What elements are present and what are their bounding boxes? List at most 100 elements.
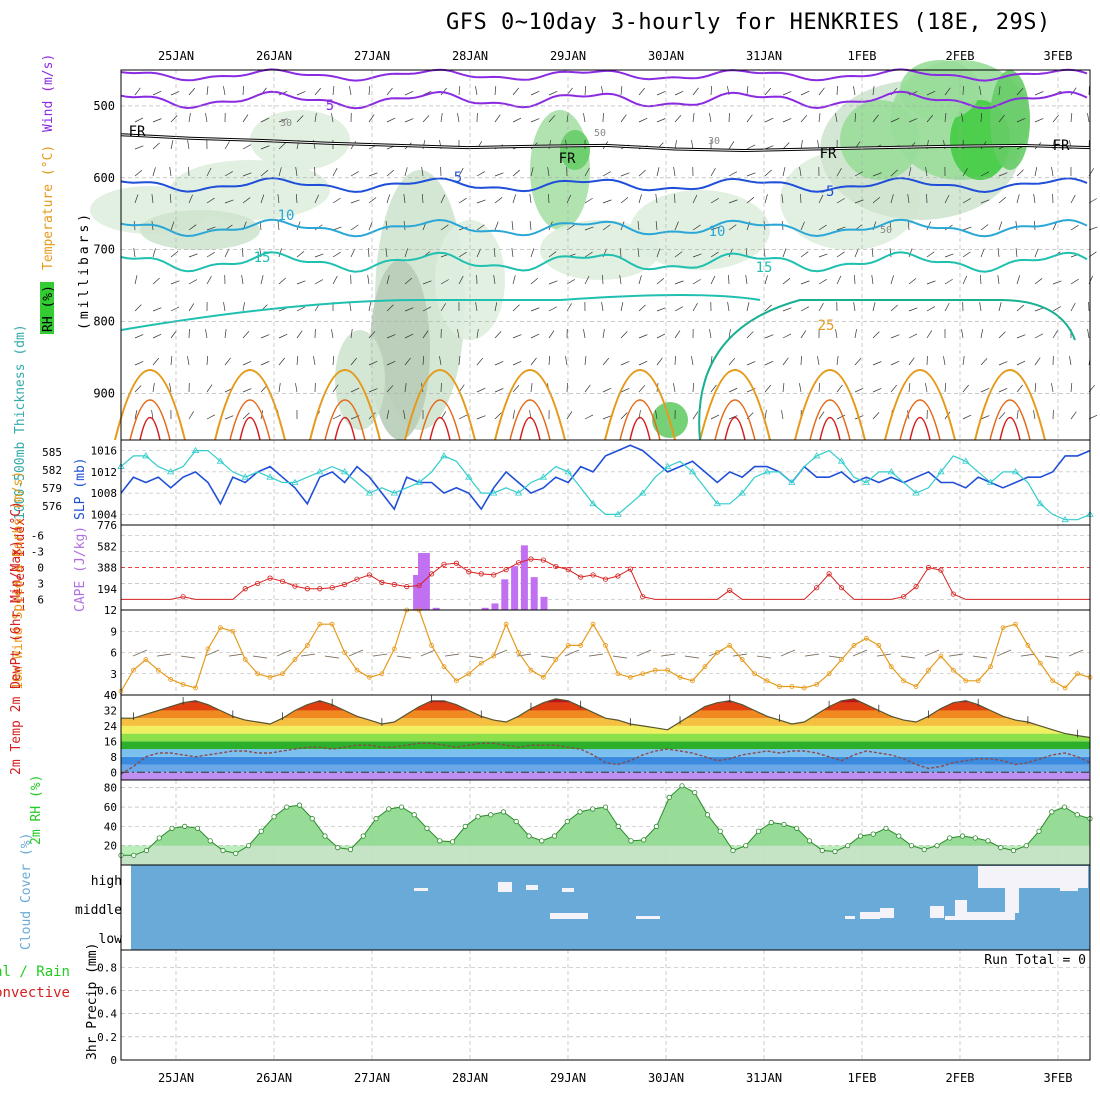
lifted-index-point bbox=[404, 584, 410, 590]
thickness-tick: 582 bbox=[42, 464, 62, 477]
wind-barb bbox=[764, 275, 768, 285]
temp-bands bbox=[121, 698, 1090, 780]
temp-axis-label: 2m Temp 2m DewPt (6hr Min/Max) (°C) bbox=[9, 501, 24, 775]
wind-barb bbox=[692, 113, 695, 123]
rh-point bbox=[590, 806, 596, 812]
wind-barb bbox=[386, 117, 396, 123]
wind-barb bbox=[872, 86, 875, 96]
wind-barb bbox=[350, 224, 359, 231]
wind-barb bbox=[637, 221, 640, 231]
wind-barb bbox=[998, 302, 1002, 312]
wind-barb bbox=[692, 279, 701, 285]
wind-barb-10m bbox=[444, 653, 460, 657]
date-label-bottom: 28JAN bbox=[452, 1071, 488, 1085]
rh-point bbox=[475, 814, 481, 820]
wind-barb bbox=[476, 171, 485, 177]
wind-barb bbox=[854, 171, 864, 177]
rh-point bbox=[156, 835, 162, 841]
wind-barb bbox=[854, 112, 856, 123]
wind-barb-10m bbox=[372, 653, 388, 657]
wind-barb bbox=[835, 113, 838, 123]
wind-barb bbox=[584, 167, 590, 177]
wind-barb bbox=[890, 304, 898, 312]
wind-speed-line bbox=[120, 609, 1091, 692]
wind-barb bbox=[476, 199, 486, 204]
wind-barb bbox=[332, 86, 335, 96]
rh-point bbox=[322, 833, 328, 839]
temp-contour-30 bbox=[129, 399, 171, 441]
wind-barb bbox=[187, 356, 190, 366]
rh-point bbox=[1061, 804, 1068, 810]
wind-barb bbox=[404, 277, 413, 285]
wind-barb bbox=[386, 194, 391, 204]
wind-barb bbox=[691, 356, 694, 366]
wind-barb bbox=[620, 197, 629, 204]
thickness-point bbox=[415, 478, 423, 485]
rh-point bbox=[845, 843, 851, 849]
wind-barb bbox=[656, 167, 660, 177]
wind-barb bbox=[1016, 194, 1020, 204]
wind-speed-point bbox=[1075, 671, 1080, 677]
wind-barb bbox=[1070, 383, 1073, 393]
contour-label: 50 bbox=[880, 225, 892, 236]
wind-barb bbox=[638, 384, 646, 393]
rh-point bbox=[896, 833, 902, 839]
wind-barb bbox=[1070, 278, 1079, 285]
wind-barb bbox=[1034, 248, 1039, 258]
wind-barb bbox=[998, 196, 1007, 204]
cape-tick: 582 bbox=[97, 540, 117, 553]
wind-barb bbox=[979, 302, 982, 312]
wind-barb bbox=[134, 275, 138, 285]
temperature-axis-label: Temperature (°C) bbox=[41, 145, 56, 270]
wind-barb bbox=[836, 198, 845, 204]
wind-barb bbox=[781, 410, 784, 420]
wind-barb bbox=[421, 193, 424, 204]
wind-barb bbox=[800, 330, 807, 339]
temp-contour-minus5 bbox=[120, 90, 1088, 110]
thickness-point bbox=[614, 510, 622, 517]
lifted-index-point bbox=[838, 585, 845, 591]
wind-barb bbox=[655, 410, 658, 420]
wind-barb bbox=[242, 388, 252, 393]
wind-barb bbox=[277, 194, 280, 204]
wind-barb bbox=[1070, 411, 1077, 420]
wind-barb bbox=[530, 118, 540, 123]
wind-barb bbox=[512, 87, 519, 96]
rh-point bbox=[934, 843, 940, 849]
wind-barb bbox=[926, 114, 934, 123]
contour-label: FR bbox=[1053, 138, 1070, 154]
wind-barb bbox=[980, 329, 984, 339]
wind-barb-10m bbox=[324, 655, 340, 659]
thickness-point bbox=[639, 489, 647, 496]
rh-point bbox=[1036, 828, 1042, 834]
rh-point bbox=[666, 794, 672, 800]
lifted-index-point bbox=[913, 584, 919, 590]
rh-point bbox=[870, 831, 876, 837]
wind-barb bbox=[710, 226, 720, 231]
wind-barb bbox=[1034, 383, 1037, 393]
wind-barb bbox=[277, 221, 280, 231]
wind-barb bbox=[404, 90, 414, 96]
lifted-index-point bbox=[279, 578, 286, 584]
wind-barb bbox=[566, 194, 572, 204]
wind-barb bbox=[224, 248, 230, 258]
wind-barb bbox=[908, 307, 918, 312]
wind-barb bbox=[368, 361, 378, 366]
wind-barb bbox=[152, 118, 162, 123]
wind-barb-10m bbox=[684, 655, 700, 659]
thickness-point bbox=[216, 457, 225, 464]
wind-barb bbox=[728, 224, 737, 231]
wind-barb bbox=[998, 114, 1005, 123]
wind-barb bbox=[1034, 167, 1038, 177]
wind-speed-point bbox=[516, 650, 521, 655]
wind-barb bbox=[422, 306, 432, 312]
wind-speed-point bbox=[578, 643, 584, 648]
wind-barb bbox=[1016, 304, 1025, 312]
lifted-index-point bbox=[354, 576, 360, 582]
wind-barb bbox=[1070, 224, 1079, 231]
wind-barb bbox=[854, 329, 857, 339]
rh-point bbox=[985, 838, 991, 844]
wind-barb bbox=[332, 384, 339, 393]
li-tick: 0 bbox=[37, 562, 44, 575]
wind-barb bbox=[134, 334, 144, 339]
